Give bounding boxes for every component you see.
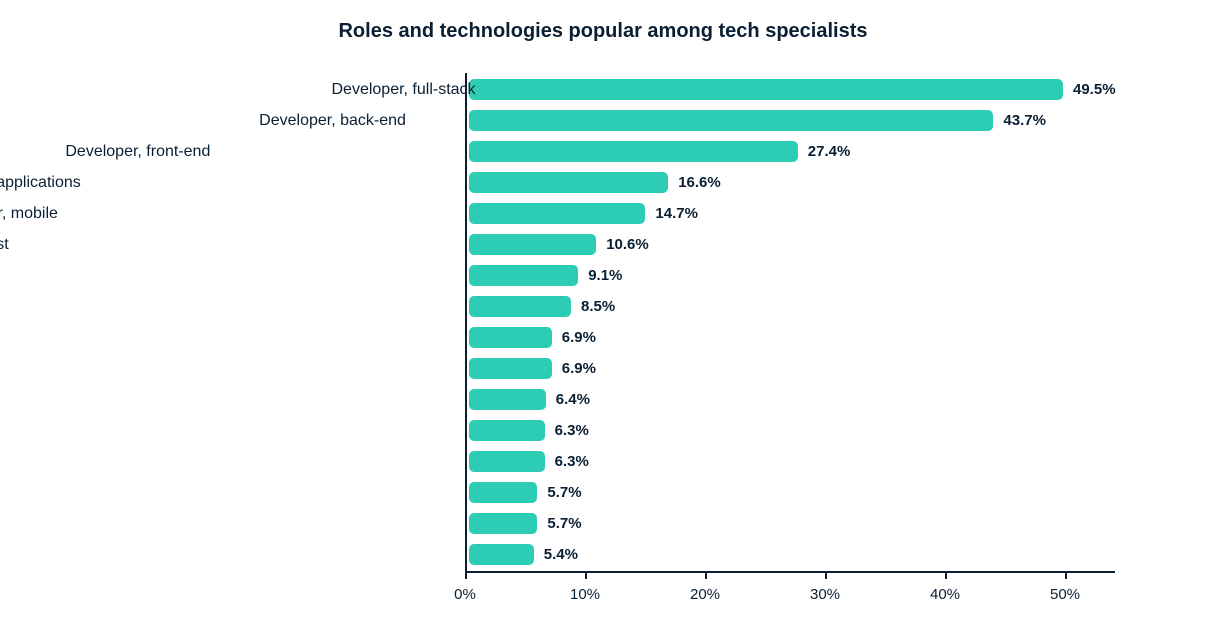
value-label: 5.4% <box>544 546 578 563</box>
x-tick <box>1065 571 1067 579</box>
bar-row: Developer, desktop or enterprise applica… <box>465 167 721 198</box>
x-tick-label: 0% <box>454 586 476 603</box>
bar-row: Developer, embedded applications or devi… <box>465 353 596 384</box>
value-label: 27.4% <box>808 143 851 160</box>
bar <box>469 141 798 162</box>
bar <box>469 203 645 224</box>
plot-area: Developer, full-stack49.5%Developer, bac… <box>465 73 1095 573</box>
value-label: 43.7% <box>1003 112 1046 129</box>
bar-row: Developer, full-stack49.5% <box>465 74 1116 105</box>
bar <box>469 172 668 193</box>
x-tick <box>825 571 827 579</box>
bar <box>469 544 534 565</box>
x-tick-label: 10% <box>570 586 600 603</box>
bar-row: Developer, QA or test5.4% <box>465 539 578 570</box>
bar <box>469 482 537 503</box>
category-label: Developer, back-end <box>0 112 406 130</box>
bar <box>469 79 1063 100</box>
bar-row: Database administrator8.5% <box>465 291 615 322</box>
value-label: 6.3% <box>555 453 589 470</box>
bar-row: Data scientist or machine learning speci… <box>465 384 590 415</box>
x-tick <box>945 571 947 579</box>
bar-row: Developer, front-end27.4% <box>465 136 850 167</box>
bar <box>469 327 552 348</box>
bar-row: Data or bisiness analyst5.7% <box>465 508 582 539</box>
value-label: 16.6% <box>678 174 721 191</box>
value-label: 9.1% <box>588 267 622 284</box>
bar-row: Engineer, data6.3% <box>465 446 589 477</box>
value-label: 14.7% <box>655 205 698 222</box>
category-label: DevOps specialist <box>0 236 9 254</box>
bar <box>469 420 545 441</box>
x-tick-label: 20% <box>690 586 720 603</box>
bar-row: System administrator9.1% <box>465 260 622 291</box>
x-tick <box>465 571 467 579</box>
bar <box>469 451 545 472</box>
category-label: Developer, front-end <box>0 143 210 161</box>
value-label: 6.3% <box>555 422 589 439</box>
value-label: 5.7% <box>547 484 581 501</box>
bar <box>469 513 537 534</box>
value-label: 8.5% <box>581 298 615 315</box>
value-label: 6.9% <box>562 360 596 377</box>
x-tick <box>705 571 707 579</box>
chart-title: Roles and technologies popular among tec… <box>40 20 1166 43</box>
category-label: Developer, full-stack <box>56 81 476 99</box>
x-tick-label: 40% <box>930 586 960 603</box>
x-tick-label: 30% <box>810 586 840 603</box>
value-label: 10.6% <box>606 236 649 253</box>
bar <box>469 389 546 410</box>
x-axis <box>465 571 1115 573</box>
bar-row: Designer6.9% <box>465 322 596 353</box>
bar-row: Developer, mobile14.7% <box>465 198 698 229</box>
value-label: 5.7% <box>547 515 581 532</box>
bar-chart: Developer, full-stack49.5%Developer, bac… <box>40 73 1166 633</box>
category-label: Developer, desktop or enterprise applica… <box>0 174 81 192</box>
value-label: 49.5% <box>1073 81 1116 98</box>
category-label: Developer, mobile <box>0 205 58 223</box>
bar <box>469 110 993 131</box>
bar-row: DevOps specialist10.6% <box>465 229 649 260</box>
bar-row: Engineering manager5.7% <box>465 477 582 508</box>
bar <box>469 358 552 379</box>
value-label: 6.4% <box>556 391 590 408</box>
bar <box>469 296 571 317</box>
bar <box>469 265 578 286</box>
bar-row: Student6.3% <box>465 415 589 446</box>
value-label: 6.9% <box>562 329 596 346</box>
bar <box>469 234 596 255</box>
x-tick <box>585 571 587 579</box>
bar-row: Developer, back-end43.7% <box>465 105 1046 136</box>
x-tick-label: 50% <box>1050 586 1080 603</box>
